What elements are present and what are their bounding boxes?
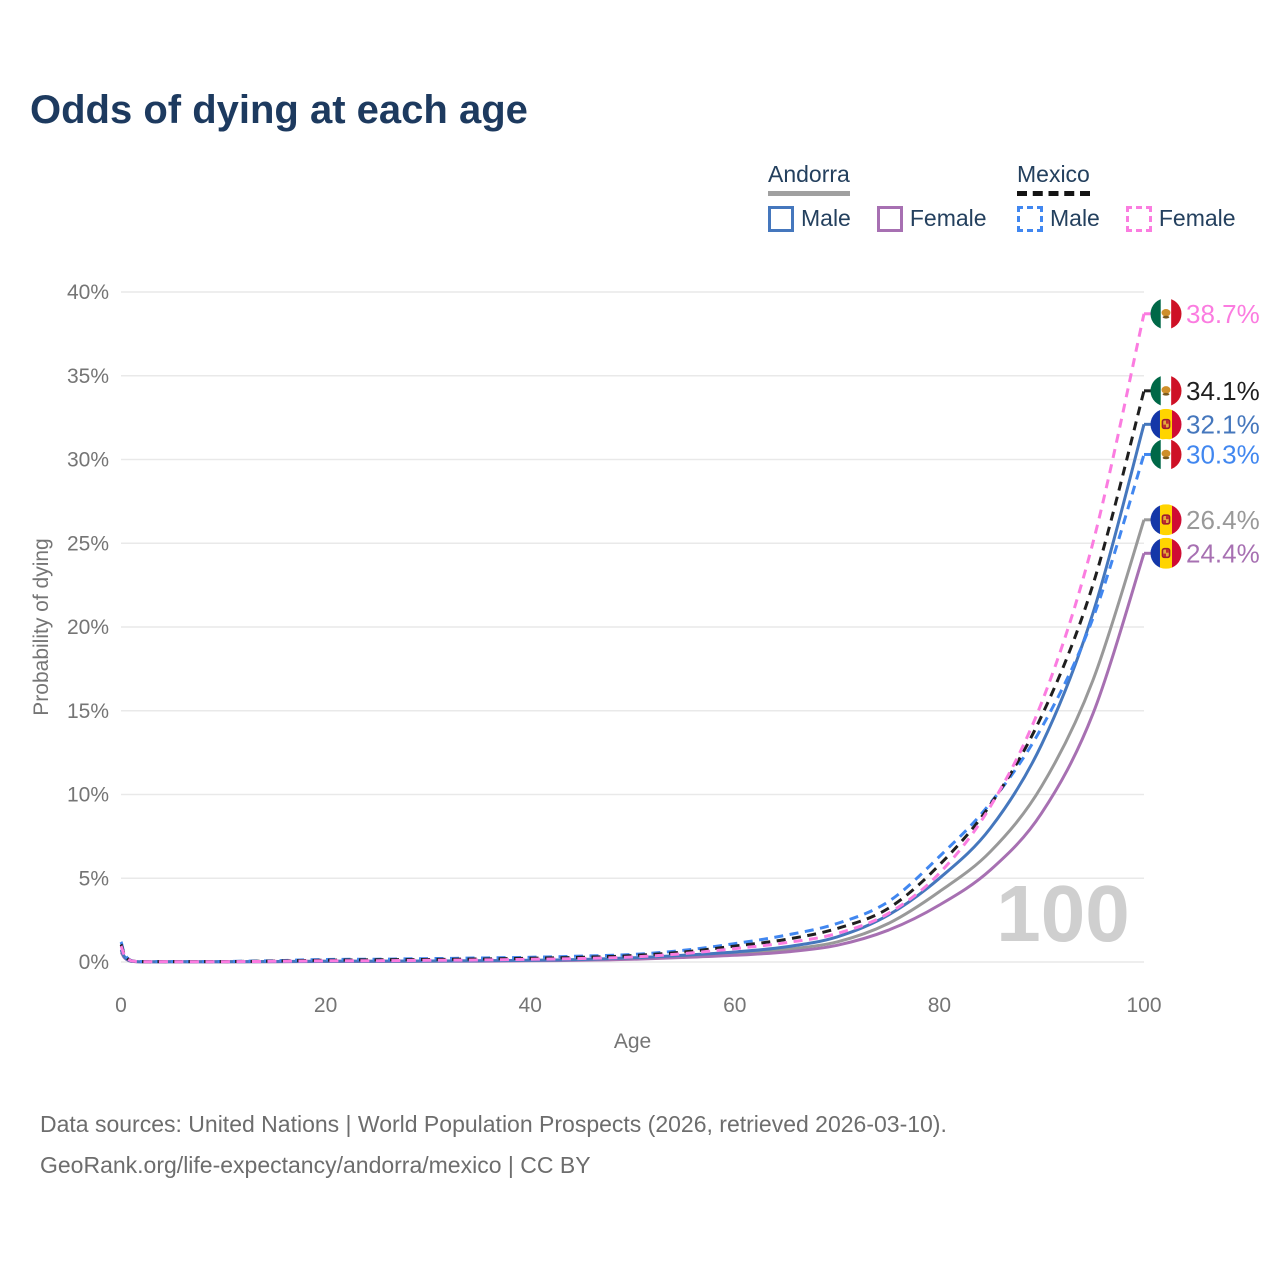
flag-stripe <box>1150 298 1161 330</box>
flag-crest <box>1166 516 1169 520</box>
flag-crest <box>1163 553 1166 557</box>
y-tick-label: 5% <box>79 867 109 890</box>
flag-stripe <box>1150 504 1160 536</box>
attribution-line: GeoRank.org/life-expectancy/andorra/mexi… <box>40 1152 591 1178</box>
flag-emblem <box>1161 309 1171 317</box>
chart-line-andorra-male <box>119 423 1146 964</box>
flag-stripe <box>1171 375 1182 407</box>
mexico-male-swatch-icon[interactable] <box>1017 205 1043 232</box>
footer: Data sources: United Nations | World Pop… <box>40 1104 947 1186</box>
x-tick-label: 20 <box>314 994 337 1017</box>
andorra-flag-icon <box>1150 504 1182 536</box>
flag-stripe <box>1172 408 1182 440</box>
end-value-label-mexico: 34.1% <box>1186 376 1260 406</box>
andorra-female-swatch-icon[interactable] <box>876 205 903 232</box>
legend-group-andorra: Andorra Male Female <box>768 161 987 232</box>
y-axis-title: Probability of dying <box>30 538 53 715</box>
flag-emblem <box>1161 449 1171 458</box>
flag-crest <box>1166 549 1169 553</box>
legend-label: Male <box>801 205 851 231</box>
flag-stripe <box>1150 438 1161 470</box>
flag-crest <box>1166 420 1169 424</box>
mexico-flag-icon <box>1150 375 1182 407</box>
flag-emblem <box>1162 456 1170 460</box>
x-axis-title: Age <box>614 1030 651 1053</box>
andorra-flag-icon <box>1150 408 1182 440</box>
y-tick-label: 15% <box>67 700 109 723</box>
end-value-label-mexico-female: 38.7% <box>1186 299 1260 329</box>
y-tick-label: 25% <box>67 532 109 555</box>
chart-line-mexico-female <box>119 313 1146 964</box>
flag-stripe <box>1171 298 1182 330</box>
end-value-label-andorra-female: 24.4% <box>1186 538 1260 568</box>
y-tick-label: 30% <box>67 449 109 472</box>
end-value-label-andorra-male: 32.1% <box>1186 409 1260 439</box>
flag-stripe <box>1172 504 1182 536</box>
legend-country-andorra: Andorra <box>768 161 850 196</box>
legend-item-mexico-female[interactable]: Female <box>1125 205 1236 232</box>
chart-title: Odds of dying at each age <box>30 88 528 132</box>
x-tick-label: 60 <box>723 994 746 1017</box>
chart-line-andorra-female <box>119 552 1146 964</box>
flag-emblem <box>1162 315 1170 319</box>
flag-emblem <box>1161 386 1171 394</box>
y-tick-label: 20% <box>67 616 109 639</box>
flag-stripe <box>1171 438 1182 470</box>
age-indicator-watermark: 100 <box>996 869 1129 958</box>
x-tick-label: 40 <box>519 994 542 1017</box>
andorra-male-swatch-icon[interactable] <box>768 205 794 232</box>
end-value-label-andorra: 26.4% <box>1186 505 1260 535</box>
legend-item-mexico-male[interactable]: Male <box>1017 205 1100 232</box>
legend-group-mexico: Mexico Male Female <box>1017 161 1236 232</box>
mexico-flag-icon <box>1150 438 1182 470</box>
end-value-label-mexico-male: 30.3% <box>1186 439 1260 469</box>
chart-line-mexico-male <box>119 454 1146 964</box>
flag-stripe <box>1150 408 1160 440</box>
legend-item-andorra-male[interactable]: Male <box>768 205 851 232</box>
x-tick-label: 100 <box>1126 994 1161 1017</box>
andorra-flag-icon <box>1150 537 1182 569</box>
x-tick-label: 0 <box>115 994 127 1017</box>
flag-stripe <box>1150 537 1160 569</box>
legend-label: Female <box>1158 205 1236 231</box>
flag-emblem <box>1162 392 1170 396</box>
legend-item-andorra-female[interactable]: Female <box>876 205 987 232</box>
chart-line-mexico <box>119 390 1146 964</box>
legend-country-mexico: Mexico <box>1017 161 1090 196</box>
flag-stripe <box>1172 537 1182 569</box>
mexico-flag-icon <box>1150 298 1182 330</box>
x-tick-label: 80 <box>928 994 951 1017</box>
y-tick-label: 35% <box>67 365 109 388</box>
flag-stripe <box>1150 375 1161 407</box>
y-tick-label: 0% <box>79 951 109 974</box>
legend-label: Female <box>909 205 987 231</box>
y-tick-label: 40% <box>67 281 109 304</box>
flag-crest <box>1163 424 1166 428</box>
y-tick-label: 10% <box>67 784 109 807</box>
mexico-female-swatch-icon[interactable] <box>1125 205 1152 232</box>
data-sources-line: Data sources: United Nations | World Pop… <box>40 1111 947 1137</box>
chart-line-andorra <box>119 519 1146 964</box>
legend-label: Male <box>1050 205 1100 231</box>
flag-crest <box>1163 520 1166 524</box>
